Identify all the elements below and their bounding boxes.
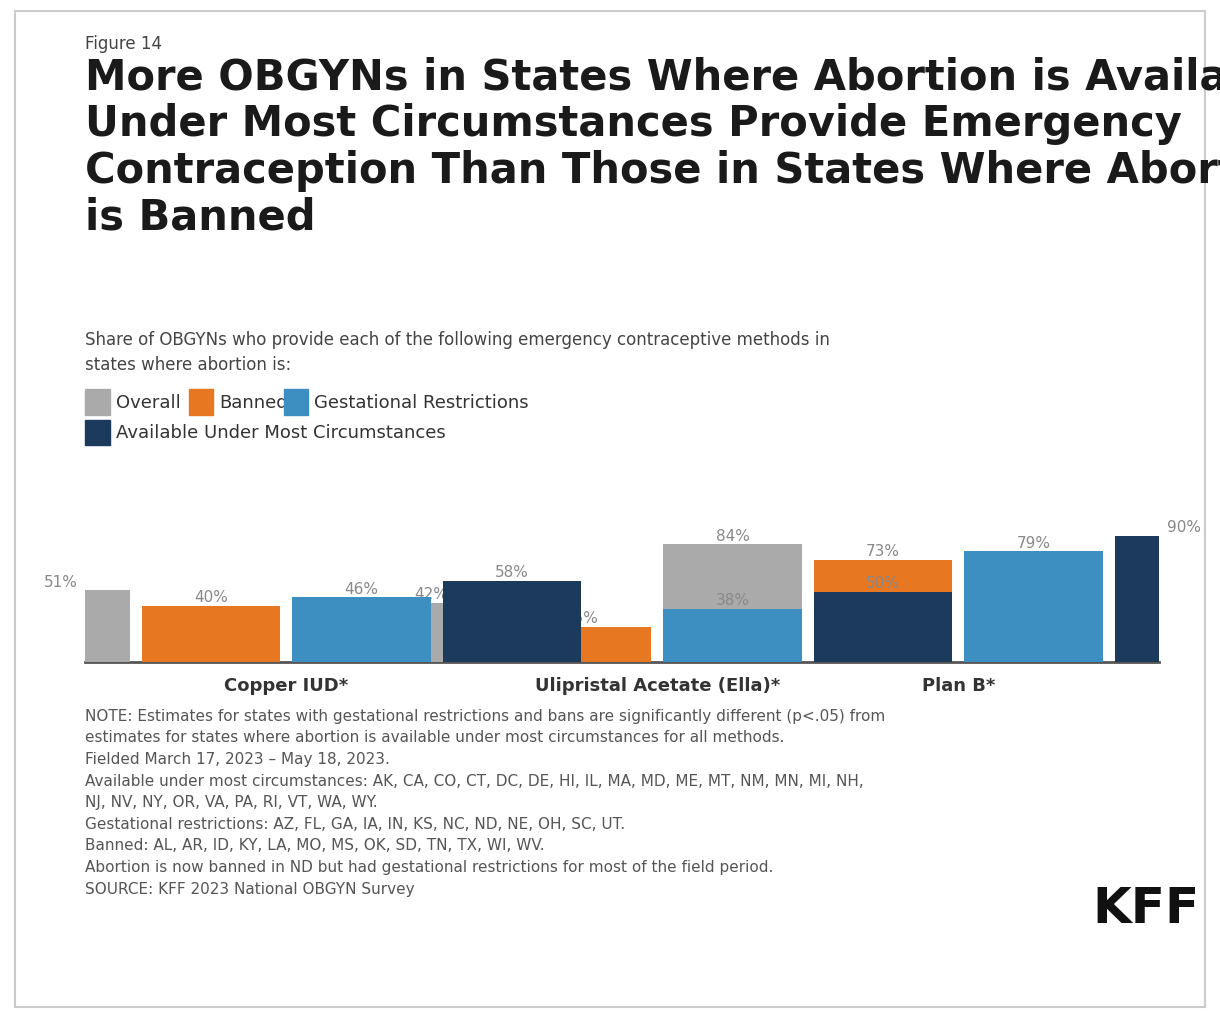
Text: Share of OBGYNs who provide each of the following emergency contraceptive method: Share of OBGYNs who provide each of the … [85,331,831,374]
Text: 25%: 25% [565,610,599,626]
Text: NOTE: Estimates for states with gestational restrictions and bans are significan: NOTE: Estimates for states with gestatio… [85,708,886,896]
Bar [443,581,581,662]
Text: More OBGYNs in States Where Abortion is Available
Under Most Circumstances Provi: More OBGYNs in States Where Abortion is … [85,56,1220,238]
Bar [292,598,431,662]
Text: Gestational Restrictions: Gestational Restrictions [314,393,528,412]
Text: 50%: 50% [866,576,900,591]
Bar [142,606,281,662]
Bar [814,560,953,662]
Text: Banned: Banned [220,393,288,412]
Bar [362,603,500,662]
Text: 38%: 38% [716,592,749,607]
Text: 79%: 79% [1016,535,1050,550]
Text: 73%: 73% [866,543,900,558]
Bar [814,592,953,662]
Text: KFF: KFF [1092,884,1199,932]
Bar [964,551,1103,662]
Text: 84%: 84% [716,528,749,543]
Text: 46%: 46% [344,581,378,596]
Text: Available Under Most Circumstances: Available Under Most Circumstances [116,424,445,442]
Text: Figure 14: Figure 14 [85,35,162,53]
Bar [664,544,802,662]
Text: 58%: 58% [495,565,528,580]
Bar [664,609,802,662]
Text: 40%: 40% [194,590,228,604]
Text: 42%: 42% [415,587,449,602]
Text: 51%: 51% [44,575,77,589]
Text: Overall: Overall [116,393,181,412]
Bar [1115,536,1220,662]
Bar [512,628,651,662]
Text: 90%: 90% [1168,520,1200,535]
Bar [0,591,129,662]
